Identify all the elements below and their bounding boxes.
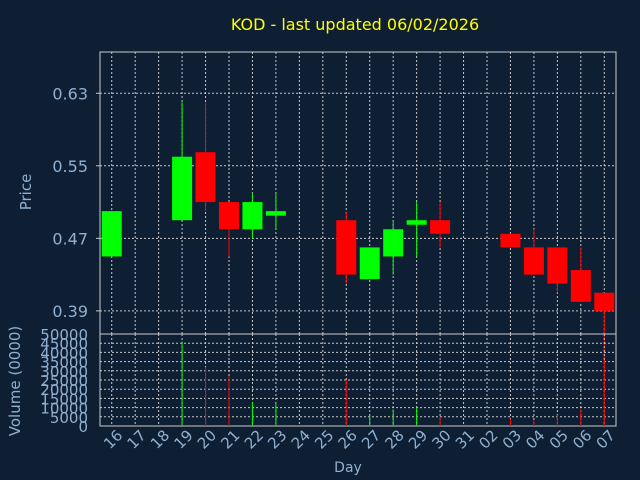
volume-bar — [251, 402, 253, 426]
volume-bar — [205, 367, 207, 426]
volume-bar — [416, 407, 418, 426]
volume-tick-label: 25000 — [40, 372, 88, 390]
volume-bar — [533, 420, 535, 426]
volume-tick-label: 20000 — [40, 381, 88, 399]
volume-tick-label: 15000 — [40, 390, 88, 408]
volume-bar — [603, 359, 605, 426]
volume-tick-label: 5000 — [50, 409, 88, 427]
candle-body-up — [265, 211, 286, 216]
volume-bar — [369, 414, 371, 426]
volume-bar — [228, 376, 230, 426]
volume-tick-label: 50000 — [40, 326, 88, 344]
candle-body-down — [195, 152, 216, 203]
candle-body-up — [172, 156, 193, 221]
volume-tick-label: 45000 — [40, 335, 88, 353]
price-tick-label: 0.55 — [52, 157, 88, 176]
volume-bar — [556, 414, 558, 426]
candle-body-up — [101, 211, 122, 257]
volume-tick-label: 40000 — [40, 344, 88, 362]
candle-body-down — [430, 220, 451, 234]
volume-tick-label: 35000 — [40, 354, 88, 372]
volume-bar — [392, 409, 394, 426]
volume-bar — [181, 341, 183, 426]
price-panel: 0.63 0.55 0.47 0.39 — [52, 51, 617, 366]
chart-title: KOD - last updated 06/02/2026 — [231, 15, 479, 34]
volume-tick-label: 30000 — [40, 363, 88, 381]
candle-body-down — [547, 247, 568, 284]
candle-body-down — [594, 292, 615, 311]
price-axis-label: Price — [17, 174, 35, 211]
candle-body-down — [219, 202, 239, 230]
candle-body-up — [359, 247, 380, 280]
candle-body-down — [523, 247, 544, 275]
candle-body-up — [406, 220, 427, 225]
candle-body-down — [570, 270, 591, 302]
volume-axis-label: Volume (0000) — [6, 326, 24, 436]
x-axis-label: Day — [334, 460, 362, 476]
price-tick-label: 0.47 — [52, 229, 88, 248]
candle-body-up — [383, 229, 404, 257]
candle-body-down — [500, 233, 521, 248]
volume-bar — [439, 416, 441, 426]
volume-tick-label: 0 — [78, 418, 88, 436]
volume-bar — [580, 409, 582, 426]
price-tick-label: 0.39 — [52, 302, 88, 321]
volume-bar — [509, 418, 511, 426]
candle-body-down — [336, 220, 357, 275]
volume-bar — [275, 403, 277, 426]
candle-body-up — [242, 202, 263, 230]
volume-tick-label: 10000 — [40, 400, 88, 418]
volume-bar — [345, 380, 347, 426]
price-tick-label: 0.63 — [52, 84, 88, 103]
